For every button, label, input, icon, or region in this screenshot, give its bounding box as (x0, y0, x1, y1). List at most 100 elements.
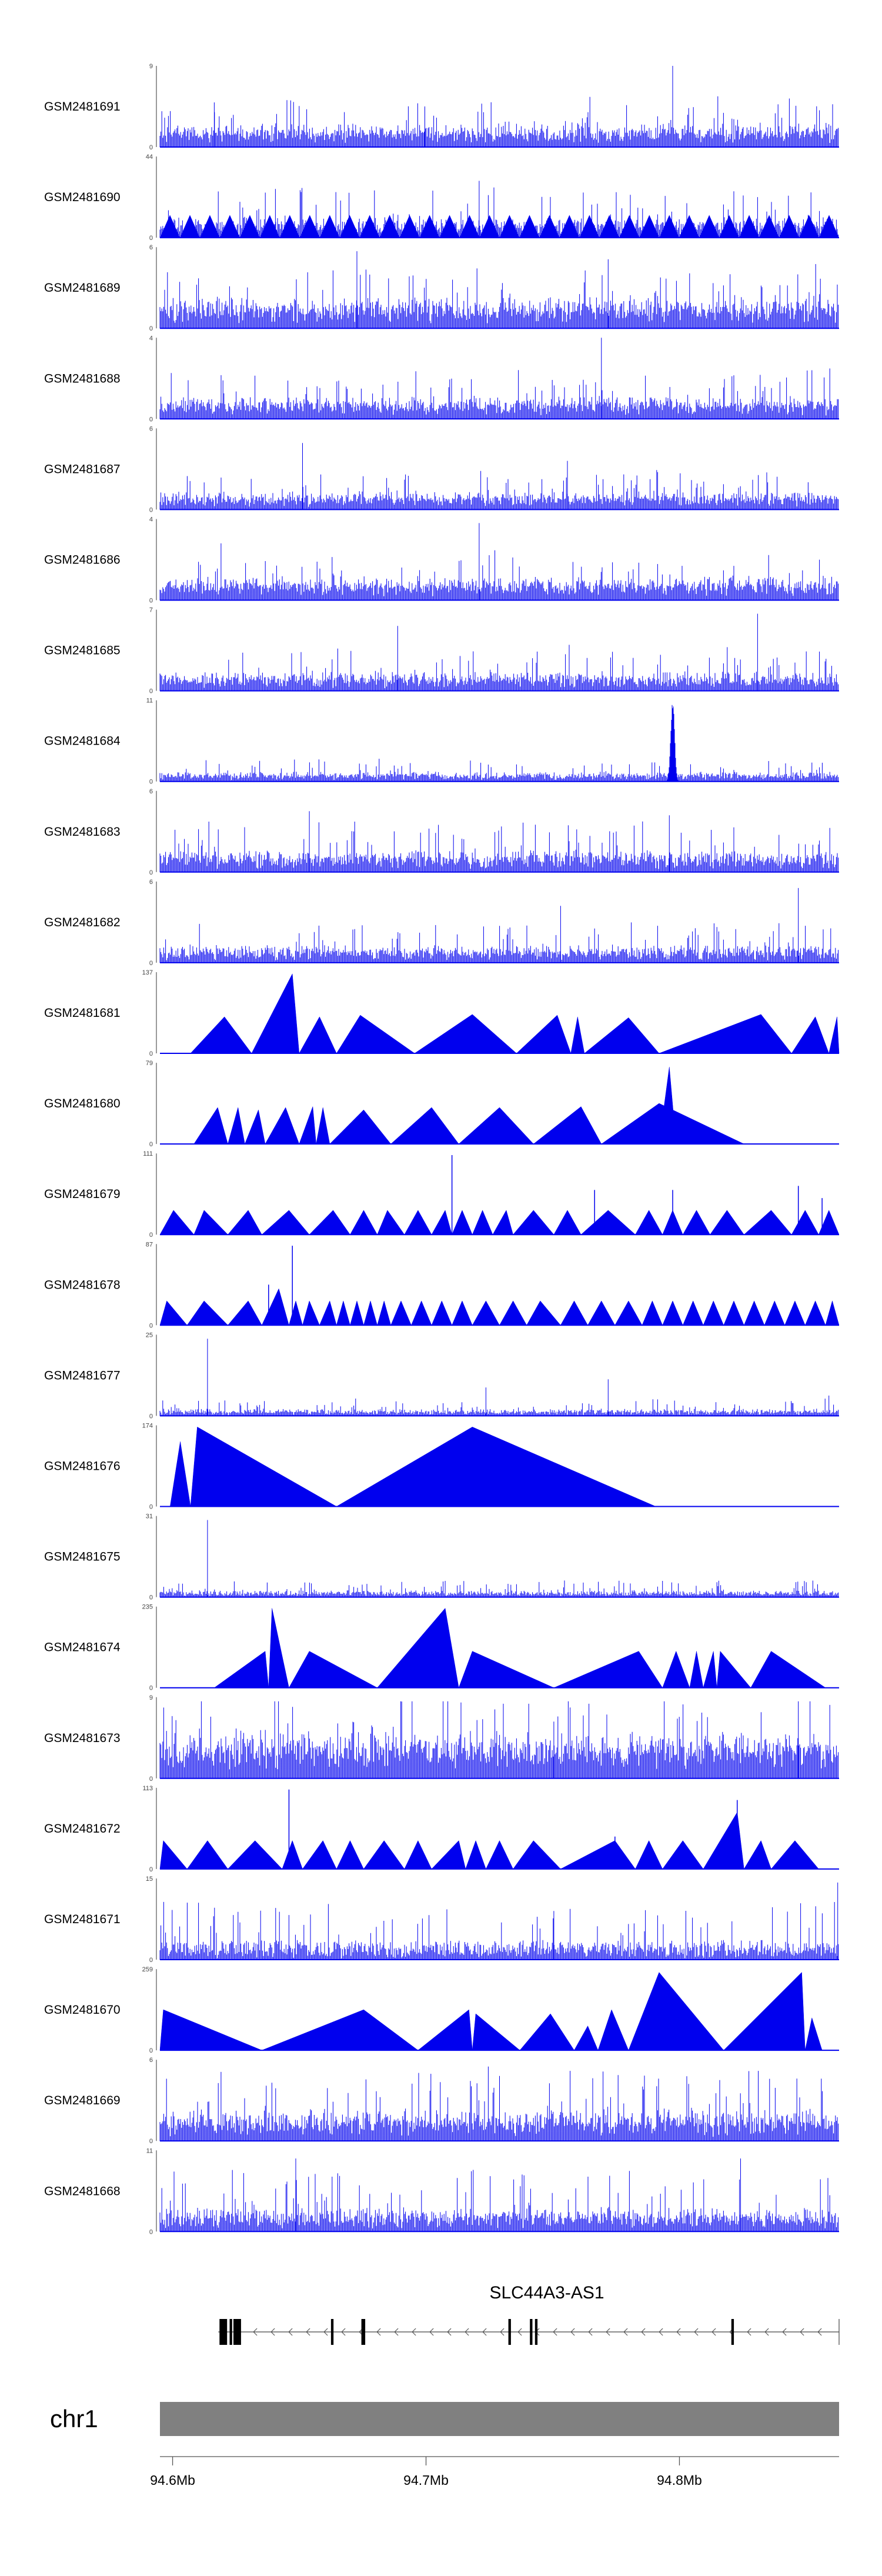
coverage-peak (363, 1840, 405, 1870)
coverage-peak (828, 1016, 840, 1054)
y-max-label: 4 (149, 335, 153, 342)
coverage-peak (458, 1651, 554, 1688)
track-label: GSM2481671 (44, 1913, 121, 1926)
coverage-peak (336, 1300, 350, 1326)
y-max-label: 235 (142, 1604, 153, 1611)
y-max-label: 6 (149, 879, 153, 886)
y-max-label: 113 (142, 1785, 153, 1792)
coverage-peak (574, 2026, 599, 2051)
coverage-peak (431, 1210, 452, 1235)
y-max-label: 15 (146, 1876, 153, 1883)
coverage-peak (170, 1442, 191, 1507)
track-GSM2481672: GSM2481672 113 0 (44, 1785, 839, 1873)
track-GSM2481685: GSM2481685 7 0 (44, 607, 839, 695)
y-min-label: 0 (149, 960, 153, 967)
coverage-peak (299, 1106, 316, 1144)
coverage-peak (587, 1300, 616, 1326)
exon (731, 2319, 734, 2345)
coverage-peak (584, 1017, 660, 1054)
track-GSM2481678: GSM2481678 87 0 (44, 1241, 840, 1329)
coverage-peak (302, 1300, 320, 1326)
coverage-peak (193, 1107, 228, 1144)
y-max-label: 174 (142, 1423, 153, 1430)
coverage-signal (159, 338, 839, 419)
y-min-label: 0 (149, 1957, 153, 1964)
track-GSM2481680: GSM2481680 79 0 (44, 1060, 839, 1148)
track-GSM2481677: GSM2481677 25 0 (44, 1332, 839, 1420)
coverage-peak (533, 1106, 602, 1144)
y-max-label: 7 (149, 607, 153, 614)
coverage-peak (580, 1210, 636, 1235)
coverage-peak (329, 1109, 392, 1144)
coverage-peak (553, 1651, 663, 1688)
coverage-peak (486, 1840, 513, 1870)
y-min-label: 0 (149, 1050, 153, 1057)
track-label: GSM2481673 (44, 1731, 121, 1745)
track-GSM2481686: GSM2481686 4 0 (44, 516, 839, 605)
y-min-label: 0 (149, 1504, 153, 1511)
coverage-peak (662, 1300, 683, 1326)
coverage-peak (513, 1210, 554, 1235)
track-label: GSM2481681 (44, 1006, 121, 1020)
axis-tick-label: 94.7Mb (403, 2472, 449, 2488)
coverage-peak (526, 1300, 561, 1326)
exon (362, 2319, 366, 2345)
track-GSM2481670: GSM2481670 259 0 (44, 1966, 839, 2054)
coverage-peak (268, 1608, 289, 1688)
coverage-peak (662, 1650, 690, 1688)
y-max-label: 259 (142, 1966, 153, 1973)
coverage-peak (336, 1427, 656, 1507)
y-min-label: 0 (149, 2228, 153, 2235)
y-min-label: 0 (149, 416, 153, 423)
coverage-signal (159, 1339, 839, 1416)
track-label: GSM2481690 (44, 191, 121, 204)
coverage-peak (743, 1840, 771, 1870)
coverage-peak (458, 1107, 534, 1144)
y-max-label: 4 (149, 516, 153, 523)
track-GSM2481679: GSM2481679 111 0 (44, 1150, 840, 1239)
coverage-peak (659, 1014, 792, 1054)
coverage-peak (377, 1210, 405, 1235)
coverage-peak (770, 1840, 819, 1870)
track-label: GSM2481679 (44, 1187, 121, 1201)
coverage-peak (316, 1107, 330, 1144)
coverage-peak (159, 2009, 262, 2051)
coverage-peak (390, 1300, 412, 1326)
track-label: GSM2481680 (44, 1097, 121, 1110)
coverage-peak (703, 1300, 724, 1326)
coverage-peak (703, 1811, 744, 1870)
coverage-peak (659, 1066, 677, 1144)
coverage-peak (472, 1300, 500, 1326)
y-min-label: 0 (149, 869, 153, 876)
coverage-peak (159, 1840, 188, 1870)
y-max-label: 87 (146, 1241, 153, 1248)
coverage-peak (282, 1840, 303, 1870)
coverage-peak (519, 2013, 574, 2051)
track-GSM2481687: GSM2481687 6 0 (44, 425, 839, 513)
strand-arrows (253, 2328, 822, 2336)
y-max-label: 6 (149, 2057, 153, 2064)
coverage-peak (750, 1651, 826, 1688)
exon (330, 2319, 334, 2345)
track-GSM2481683: GSM2481683 6 0 (44, 788, 839, 876)
track-label: GSM2481670 (44, 2003, 121, 2017)
coverage-signal (159, 251, 839, 329)
coverage-peak (363, 1300, 377, 1326)
coverage-peak (289, 1300, 303, 1326)
coverage-peak (513, 1840, 561, 1870)
coverage-peak (553, 1210, 582, 1235)
y-min-label: 0 (149, 1594, 153, 1601)
coverage-peak (716, 1650, 751, 1688)
track-label: GSM2481687 (44, 462, 121, 476)
coverage-peak (302, 1840, 337, 1870)
y-min-label: 0 (149, 1866, 153, 1873)
coverage-peak (319, 1300, 337, 1326)
track-GSM2481671: GSM2481671 15 0 (44, 1876, 839, 1964)
exon (219, 2319, 228, 2345)
coverage-peak (390, 1107, 459, 1144)
y-min-label: 0 (149, 235, 153, 242)
coverage-peak (336, 1840, 364, 1870)
y-min-label: 0 (149, 688, 153, 695)
coverage-peak (349, 1210, 378, 1235)
track-label: GSM2481684 (44, 735, 121, 748)
